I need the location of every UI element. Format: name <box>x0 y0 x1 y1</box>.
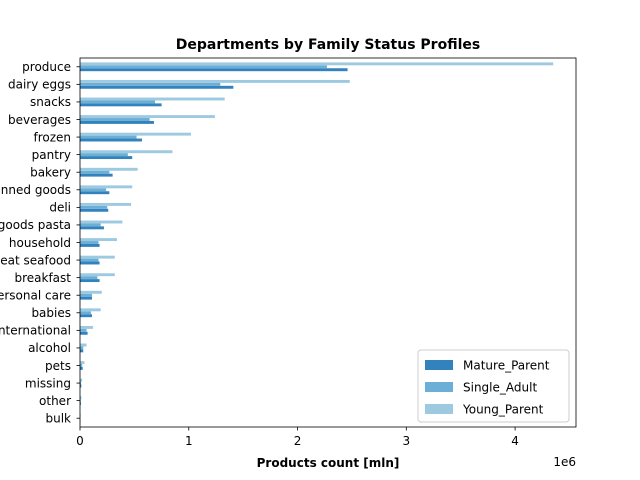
bar-young-parent-pantry <box>80 150 173 154</box>
legend-swatch-single-adult <box>425 382 453 392</box>
bar-mature-parent-beverages <box>80 120 154 124</box>
y-tick-label: beverages <box>8 113 71 127</box>
bar-single-adult-snacks <box>80 100 156 104</box>
bar-mature-parent-dairy-eggs <box>80 85 234 89</box>
y-tick-label: personal care <box>0 289 71 303</box>
y-tick-label: dairy eggs <box>8 78 71 92</box>
bar-single-adult-household <box>80 241 99 244</box>
bar-single-adult-international <box>80 328 87 332</box>
y-tick-label: deli <box>49 201 71 215</box>
legend: Mature_Parent Single_Adult Young_Parent <box>417 349 570 423</box>
bar-single-adult-produce <box>80 65 327 69</box>
bar-single-adult-beverages <box>80 118 150 121</box>
y-tick-label: missing <box>25 376 71 390</box>
y-tick-label: produce <box>22 60 71 74</box>
bar-single-adult-pets <box>80 364 83 367</box>
y-tick-label: other <box>39 394 71 408</box>
x-tick-label: 3 <box>402 434 410 448</box>
bar-young-parent-deli <box>80 202 132 206</box>
bar-young-parent-pets <box>80 361 85 365</box>
y-tick-label: bakery <box>30 166 71 180</box>
y-tick-label: dry goods pasta <box>0 218 71 232</box>
bar-single-adult-breakfast <box>80 276 98 280</box>
y-tick-label: canned goods <box>0 183 71 197</box>
bar-mature-parent-produce <box>80 68 348 72</box>
bar-mature-parent-other <box>80 402 81 406</box>
chart-title: Departments by Family Status Profiles <box>176 37 480 53</box>
bar-young-parent-produce <box>80 62 554 66</box>
bar-mature-parent-meat-seafood <box>80 261 100 265</box>
bar-mature-parent-babies <box>80 314 92 318</box>
x-axis-label: Products count [mln] <box>257 456 400 470</box>
legend-swatch-mature-parent <box>425 360 453 370</box>
bar-single-adult-frozen <box>80 135 137 139</box>
bar-young-parent-missing <box>80 378 83 382</box>
bar-single-adult-personal-care <box>80 293 92 297</box>
bar-mature-parent-snacks <box>80 103 162 107</box>
bar-mature-parent-canned-goods <box>80 191 110 195</box>
y-tick-label: international <box>0 324 71 338</box>
y-tick-label: pets <box>45 359 71 373</box>
legend-frame <box>417 349 570 423</box>
bar-mature-parent-pantry <box>80 156 133 160</box>
bar-mature-parent-dry-goods-pasta <box>80 226 104 230</box>
bar-single-adult-bakery <box>80 170 110 174</box>
bar-young-parent-dry-goods-pasta <box>80 220 123 224</box>
y-tick-label: babies <box>31 306 71 320</box>
bar-single-adult-alcohol <box>80 346 84 350</box>
legend-label-mature-parent: Mature_Parent <box>463 359 550 373</box>
bar-mature-parent-alcohol <box>80 349 84 353</box>
bar-single-adult-missing <box>80 381 82 385</box>
y-tick-label: meat seafood <box>0 253 71 267</box>
bar-young-parent-other <box>80 396 82 400</box>
bar-mature-parent-frozen <box>80 138 142 142</box>
bar-young-parent-canned-goods <box>80 185 133 189</box>
bar-mature-parent-personal-care <box>80 296 92 300</box>
x-tick-label: 4 <box>511 434 519 448</box>
axes-group: produce dairy eggs snacks beverages frozen pa… <box>0 57 577 448</box>
bar-young-parent-household <box>80 238 117 242</box>
bar-young-parent-snacks <box>80 97 225 101</box>
legend-swatch-young-parent <box>425 404 453 414</box>
bar-mature-parent-pets <box>80 366 83 370</box>
bar-single-adult-canned-goods <box>80 188 107 192</box>
bar-single-adult-dairy-eggs <box>80 82 221 86</box>
x-tick-label: 2 <box>294 434 302 448</box>
bar-single-adult-dry-goods-pasta <box>80 223 101 227</box>
x-tick-label: 0 <box>76 434 84 448</box>
y-tick-label: frozen <box>33 130 71 144</box>
bar-single-adult-meat-seafood <box>80 258 99 262</box>
y-tick-label: household <box>9 236 71 250</box>
bar-mature-parent-household <box>80 243 100 247</box>
bar-single-adult-babies <box>80 311 91 315</box>
y-tick-label: bulk <box>45 412 71 426</box>
bar-young-parent-dairy-eggs <box>80 79 350 83</box>
x-axis-offset-text: 1e6 <box>553 455 576 469</box>
bar-young-parent-meat-seafood <box>80 255 115 259</box>
bar-mature-parent-international <box>80 331 88 335</box>
bar-young-parent-babies <box>80 308 101 312</box>
y-tick-label: alcohol <box>28 341 71 355</box>
bar-young-parent-bakery <box>80 167 138 171</box>
legend-label-single-adult: Single_Adult <box>463 381 537 395</box>
bar-single-adult-pantry <box>80 153 128 157</box>
x-tick-label: 1 <box>185 434 193 448</box>
y-tick-label: pantry <box>32 148 71 162</box>
bar-young-parent-beverages <box>80 115 215 119</box>
bar-single-adult-deli <box>80 205 108 209</box>
bar-young-parent-international <box>80 325 94 329</box>
bar-mature-parent-deli <box>80 208 109 212</box>
bar-young-parent-frozen <box>80 132 191 136</box>
bar-young-parent-alcohol <box>80 343 87 347</box>
bar-mature-parent-breakfast <box>80 279 100 283</box>
bars-group <box>80 62 554 423</box>
y-tick-label: snacks <box>30 95 71 109</box>
y-tick-label: breakfast <box>14 271 71 285</box>
bar-young-parent-breakfast <box>80 273 115 277</box>
bar-mature-parent-bakery <box>80 173 113 177</box>
bar-young-parent-personal-care <box>80 290 102 294</box>
bar-mature-parent-missing <box>80 384 82 388</box>
legend-label-young-parent: Young_Parent <box>462 403 544 417</box>
